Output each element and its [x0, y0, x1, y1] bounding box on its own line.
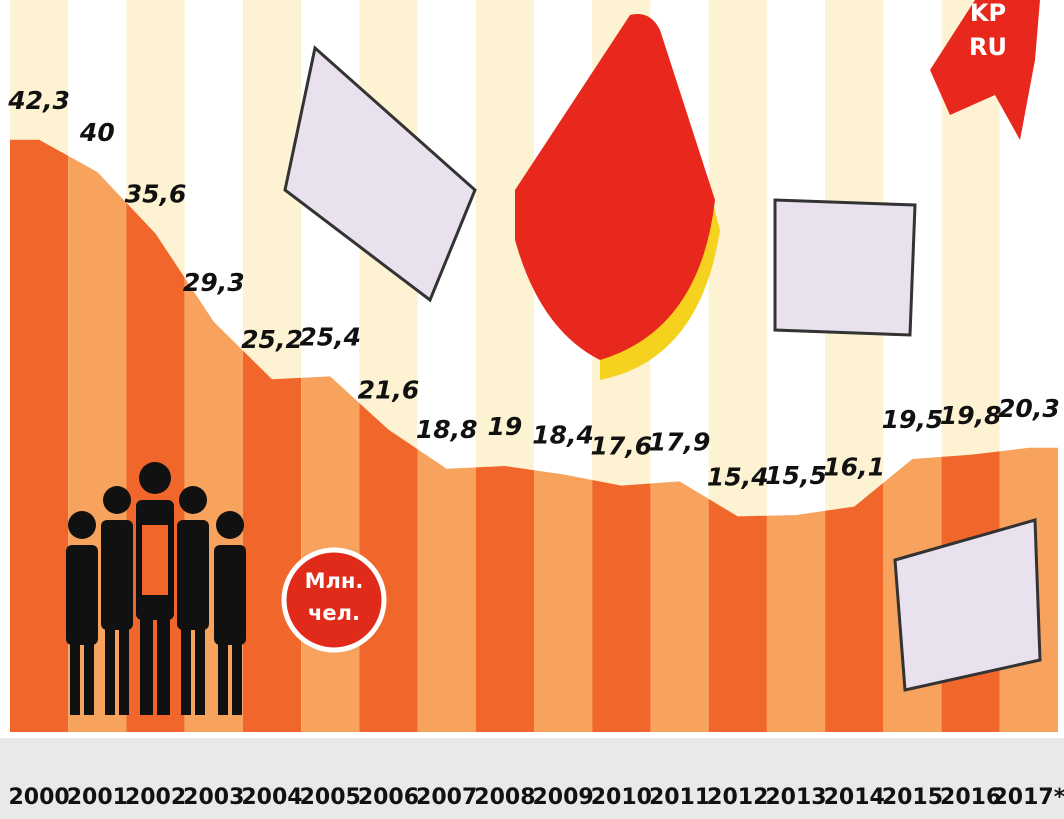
logo-text: KP	[970, 0, 1006, 27]
value-label: 29,3	[183, 268, 245, 297]
x-tick-label: 2014	[824, 785, 885, 810]
value-label: 18,8	[416, 415, 478, 444]
x-tick-label: 2011	[649, 785, 710, 810]
value-label: 15,4	[707, 462, 769, 491]
unit-badge: Млн. чел.	[284, 550, 384, 650]
value-label: 16,1	[823, 453, 885, 482]
x-tick-label: 2017*	[993, 785, 1064, 810]
value-label: 19,8	[940, 401, 1002, 430]
x-tick-label: 2003	[183, 785, 244, 810]
value-label: 17,6	[590, 432, 652, 461]
x-tick-label: 2005	[300, 785, 361, 810]
x-tick-label: 2008	[474, 785, 535, 810]
x-tick-label: 2015	[882, 785, 943, 810]
x-tick-label: 2007	[416, 785, 477, 810]
x-tick-label: 2012	[707, 785, 768, 810]
value-label: 25,2	[241, 325, 303, 354]
value-label: 15,5	[765, 461, 827, 490]
value-label: 42,3	[7, 86, 70, 115]
value-label: 19	[487, 412, 522, 441]
x-tick-label: 2004	[241, 785, 302, 810]
page: 42,3 2000 40 2001 35,6 2002 29,3 2003 25,2 2004 25…	[0, 0, 1064, 819]
value-label: 17,9	[649, 427, 711, 456]
x-tick-label: 2001	[67, 785, 128, 810]
value-label: 20,3	[998, 394, 1060, 423]
x-tick-label: 2006	[358, 785, 419, 810]
value-label: 18,4	[532, 420, 594, 449]
unit-label: чел.	[308, 601, 360, 625]
x-tick-label: 2013	[765, 785, 826, 810]
x-tick-label: 2009	[532, 785, 593, 810]
x-tick-label: 2010	[591, 785, 652, 810]
x-tick-label: 2002	[125, 785, 186, 810]
value-label: 35,6	[125, 180, 187, 209]
x-tick-label: 2000	[8, 785, 69, 810]
value-label: 19,5	[882, 405, 944, 434]
value-label: 40	[79, 118, 115, 147]
chart: 42,3 2000 40 2001 35,6 2002 29,3 2003 25,2 2004 25…	[0, 0, 1064, 819]
unit-label: Млн.	[305, 569, 364, 593]
value-label: 25,4	[299, 322, 361, 351]
value-label: 21,6	[358, 376, 420, 405]
logo-text: RU	[969, 33, 1007, 61]
